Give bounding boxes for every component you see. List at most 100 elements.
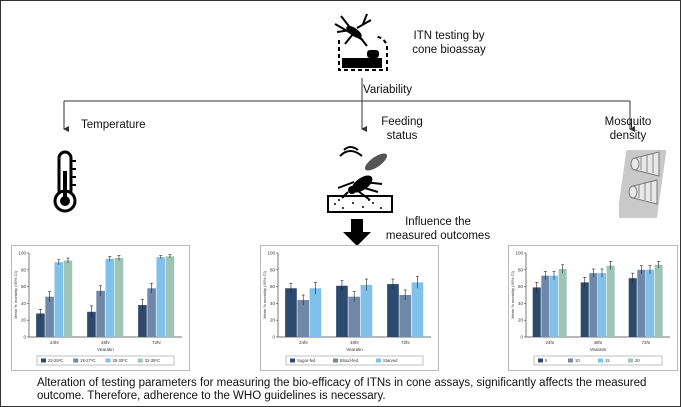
y-axis-label: Mean % mortality (95% CI) [13, 270, 18, 318]
legend-entry: 32-35ºC [145, 358, 160, 363]
feeding-line1: Feeding [381, 116, 423, 128]
legend-swatch [333, 358, 338, 363]
x-tick-label: 72hr [641, 340, 651, 345]
y-tick-label: 80 [518, 267, 524, 272]
bar-5-48hr [580, 282, 589, 337]
bar-32-35ºC-72hr [165, 256, 175, 337]
bar-20-72hr [654, 264, 663, 337]
bar-28-30ºC-48hr [105, 258, 115, 337]
bar-15-48hr [598, 273, 607, 337]
legend-entry: 28-30ºC [113, 358, 128, 363]
footer-caption: Alteration of testing parameters for mea… [37, 377, 647, 402]
bar-10-72hr [637, 269, 646, 337]
y-tick-label: 80 [21, 267, 27, 272]
bar-5-24hr [532, 287, 541, 337]
bar-Sugar-fed-48hr [336, 285, 348, 337]
x-tick-label: 72hr [152, 340, 162, 345]
legend-entry: Starved [383, 358, 398, 363]
feeding-status-chart: Mean % mortality (95% CI) 0 20 40 60 80 100 24h… [260, 245, 439, 371]
down-arrow-icon [343, 219, 371, 246]
bar-Blood-fed-48hr [348, 296, 361, 337]
x-axis-label: Vearatin [590, 347, 607, 352]
bar-26-27ºC-48hr [96, 290, 105, 337]
x-axis-label: Vearatin [346, 347, 363, 352]
x-tick-label: 48hr [350, 340, 360, 345]
legend-entry: Blood-fed [340, 358, 359, 363]
bar-32-35ºC-48hr [114, 258, 124, 337]
legend-swatch [538, 358, 543, 363]
legend-entry: 5 [545, 358, 548, 363]
feeding-status-label: Feeding status [372, 115, 432, 143]
legend-box [285, 355, 424, 366]
x-tick-label: 24hr [299, 340, 309, 345]
influence-line2: measured outcomes [385, 230, 491, 242]
x-tick-label: 24hr [545, 340, 555, 345]
legend-entry: 26-27ºC [80, 358, 95, 363]
variability-label: Variability [363, 84, 412, 96]
connector-arrows [63, 78, 635, 246]
bar-10-48hr [589, 273, 598, 337]
density-line2: density [609, 130, 647, 142]
y-tick-label: 40 [270, 301, 276, 306]
y-tick-label: 0 [520, 335, 523, 340]
bar-Starved-24hr [309, 288, 322, 337]
x-tick-label: 48hr [593, 340, 603, 345]
legend-swatch [376, 358, 381, 363]
legend-swatch [598, 358, 603, 363]
y-tick-label: 20 [21, 318, 27, 323]
y-tick-label: 60 [518, 284, 524, 289]
x-tick-label: 24hr [50, 340, 60, 345]
mosquito-density-label: Mosquito density [598, 115, 658, 143]
bar-26-27ºC-72hr [147, 288, 156, 337]
legend-swatch [73, 358, 79, 363]
y-tick-label: 100 [267, 251, 275, 256]
y-tick-label: 60 [21, 284, 27, 289]
legend-entry: Sugar-fed [297, 358, 316, 363]
bar-20-48hr [606, 265, 615, 337]
legend-swatch [137, 358, 143, 363]
x-tick-label: 48hr [101, 340, 111, 345]
bar-10-24hr [541, 275, 550, 337]
feeding-line2: status [386, 130, 418, 142]
bar-Sugar-fed-72hr [387, 284, 399, 337]
influence-label: Influence the measured outcomes [373, 215, 503, 243]
y-axis-label: Mean % mortality (95% CI) [510, 270, 515, 318]
bar-Starved-48hr [360, 284, 373, 337]
legend-swatch [105, 358, 111, 363]
bar-15-72hr [646, 269, 655, 337]
density-line1: Mosquito [604, 116, 652, 128]
title-line1: ITN testing by [413, 30, 485, 42]
thermometer-icon [53, 150, 77, 213]
bar-22-25ºC-24hr [36, 313, 45, 337]
bar-28-30ºC-72hr [156, 257, 166, 337]
y-tick-label: 100 [18, 251, 26, 256]
bar-32-35ºC-24hr [63, 260, 73, 337]
bar-26-27ºC-24hr [45, 296, 54, 337]
legend-entry: 15 [605, 358, 610, 363]
y-tick-label: 80 [270, 267, 276, 272]
bar-20-24hr [558, 268, 567, 337]
mosquito-bednet-icon [334, 13, 388, 71]
y-tick-label: 40 [21, 301, 27, 306]
y-tick-label: 60 [270, 284, 276, 289]
y-tick-label: 20 [518, 318, 524, 323]
y-axis-label: Mean % mortality (95% CI) [262, 270, 267, 318]
bar-Blood-fed-72hr [399, 295, 412, 337]
influence-line1: Influence the [405, 216, 471, 228]
y-tick-label: 40 [518, 301, 524, 306]
y-tick-label: 0 [23, 335, 26, 340]
y-tick-label: 100 [515, 251, 523, 256]
legend-swatch [41, 358, 46, 363]
bar-Sugar-fed-24hr [285, 288, 297, 337]
y-tick-label: 20 [270, 318, 276, 323]
bar-Starved-72hr [411, 282, 424, 337]
legend-swatch [628, 358, 633, 363]
x-axis-label: Vearatin [97, 347, 114, 352]
cone-bioassay-icon [619, 150, 667, 218]
bar-15-24hr [550, 275, 559, 337]
temperature-chart: Mean % mortality (95% CI) 0 20 40 60 80 100 24h… [11, 245, 190, 371]
temperature-label: Temperature [81, 119, 146, 131]
bar-22-25ºC-48hr [87, 311, 96, 337]
legend-entry: 22-25ºC [48, 358, 63, 363]
bar-28-30ºC-24hr [54, 262, 64, 337]
